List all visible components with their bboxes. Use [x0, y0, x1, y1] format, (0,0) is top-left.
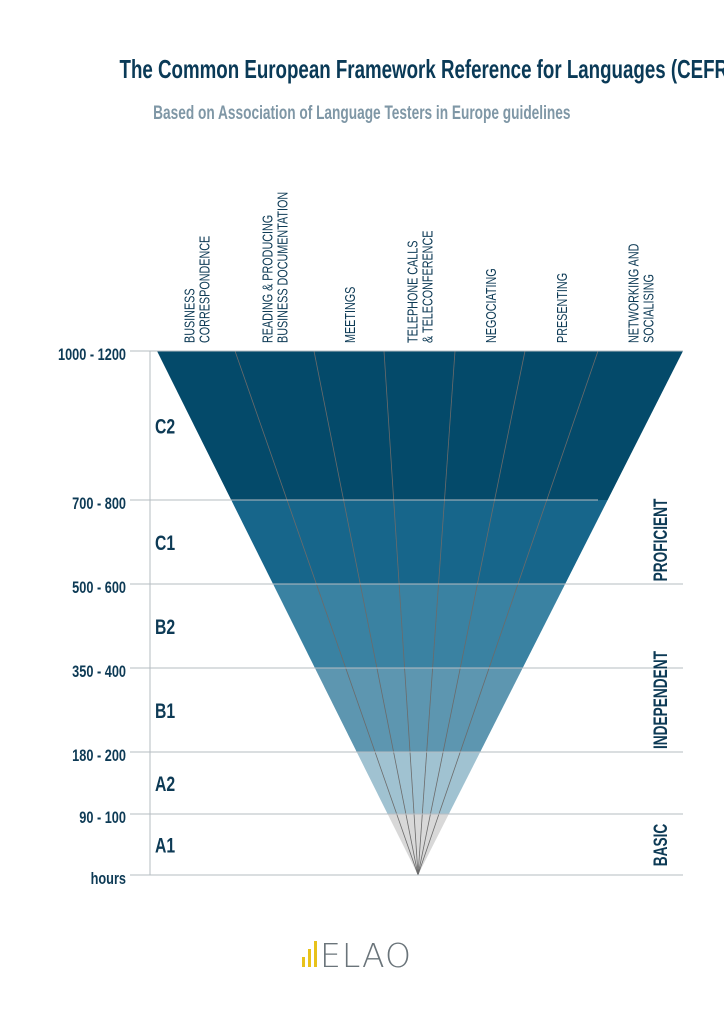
level-label-b2: B2 — [155, 615, 175, 639]
page-subtitle: Based on Association of Language Testers… — [153, 103, 571, 124]
column-header-line: NEGOCIATING — [482, 268, 499, 343]
elao-logo: ELAO — [302, 936, 412, 970]
logo-bar — [314, 941, 317, 967]
hours-label: 700 - 800 — [72, 494, 126, 513]
band-a1 — [387, 814, 449, 875]
hours-label: 500 - 600 — [72, 578, 126, 597]
column-header: NEGOCIATING — [482, 268, 499, 343]
column-header: NETWORKING ANDSOCIALISING — [625, 244, 657, 343]
column-header-line: CORRESPONDENCE — [196, 236, 213, 343]
column-divider — [234, 350, 419, 876]
column-header: BUSINESSCORRESPONDENCE — [181, 236, 213, 343]
logo-text: ELAO — [320, 936, 412, 970]
band-b1 — [314, 668, 523, 752]
column-divider — [417, 350, 526, 876]
band-a2 — [356, 752, 481, 814]
band-b2 — [273, 584, 566, 668]
column-header-line: BUSINESS — [181, 288, 198, 343]
level-label-a2: A2 — [155, 772, 175, 796]
column-divider — [313, 350, 419, 876]
logo-bar — [302, 957, 305, 967]
band-c1 — [231, 500, 608, 584]
column-header-line: & TELECONFERENCE — [419, 230, 436, 343]
hours-label: 90 - 100 — [79, 808, 126, 827]
hours-unit-label: hours — [91, 869, 126, 888]
level-label-c2: C2 — [155, 414, 175, 438]
column-header-line: MEETINGS — [341, 286, 358, 343]
column-header: READING & PRODUCINGBUSINESS DOCUMENTATIO… — [259, 192, 291, 343]
column-header-line: SOCIALISING — [640, 274, 657, 343]
column-divider — [383, 350, 419, 876]
column-header: MEETINGS — [341, 286, 358, 343]
column-header-line: NETWORKING AND — [625, 244, 642, 343]
hours-label: 180 - 200 — [72, 746, 126, 765]
level-label-a1: A1 — [155, 833, 175, 857]
level-label-b1: B1 — [155, 699, 175, 723]
page-title: The Common European Framework Reference … — [119, 54, 724, 84]
column-header-line: PRESENTING — [553, 273, 570, 343]
column-divider — [417, 350, 456, 876]
band-c2 — [157, 351, 683, 500]
group-label-basic: BASIC — [650, 824, 672, 867]
group-label-independent: INDEPENDENT — [650, 651, 672, 749]
column-header-line: BUSINESS DOCUMENTATION — [274, 192, 291, 343]
group-label-proficient: PROFICIENT — [650, 499, 672, 582]
column-header-line: TELEPHONE CALLS — [404, 240, 421, 343]
column-divider — [417, 350, 599, 876]
hours-label: 1000 - 1200 — [58, 345, 126, 364]
hours-label: 350 - 400 — [72, 662, 126, 681]
level-label-c1: C1 — [155, 531, 175, 555]
column-header-line: READING & PRODUCING — [259, 215, 276, 343]
column-header: TELEPHONE CALLS& TELECONFERENCE — [404, 230, 436, 343]
logo-bar — [308, 949, 311, 967]
column-header: PRESENTING — [553, 273, 570, 343]
